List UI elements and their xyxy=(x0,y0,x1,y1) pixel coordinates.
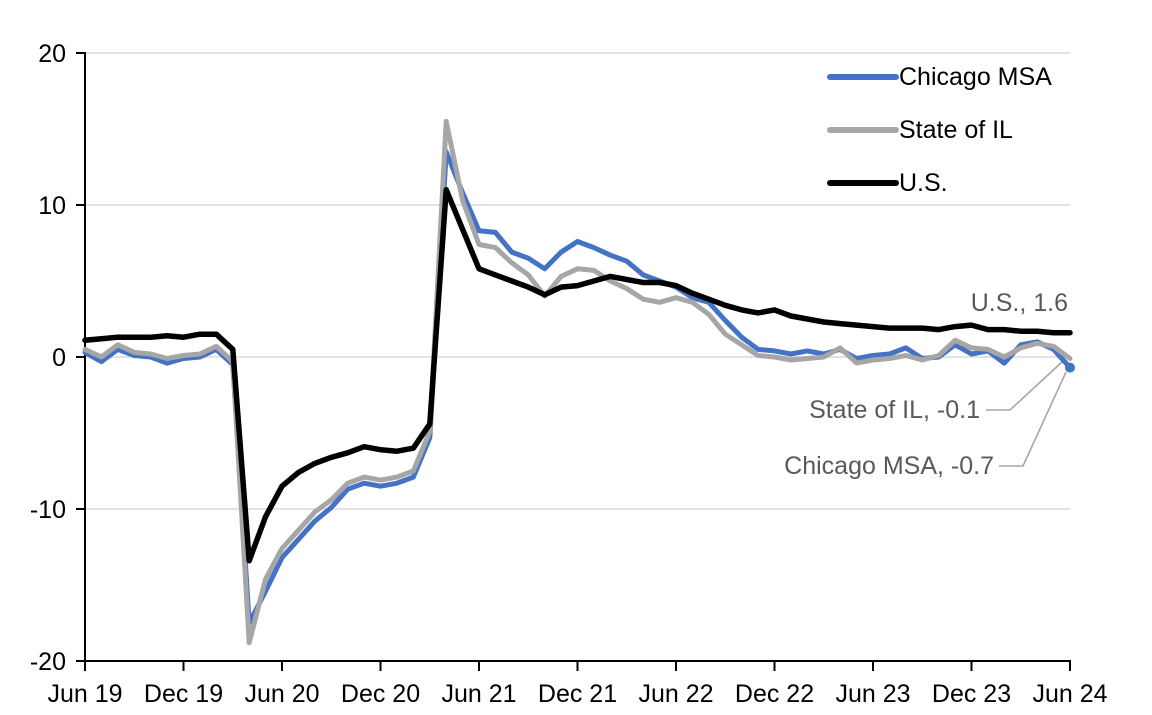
legend-label-chicago-msa: Chicago MSA xyxy=(899,63,1052,91)
data-label-state-of-il: State of IL, -0.1 xyxy=(809,396,980,424)
series-end-dot-chicago-msa xyxy=(1065,362,1075,373)
legend-label-state-of-il: State of IL xyxy=(899,116,1013,144)
x-axis-tick-label: Jun 22 xyxy=(638,680,713,708)
y-axis-tick-label: 20 xyxy=(38,40,66,68)
x-axis-tick-label: Jun 19 xyxy=(47,680,122,708)
y-axis-tick-label: -20 xyxy=(30,648,66,676)
x-axis-tick-label: Jun 20 xyxy=(244,680,319,708)
x-axis-tick-label: Dec 23 xyxy=(932,680,1011,708)
legend-item-chicago-msa: Chicago MSA xyxy=(827,62,1052,92)
leader-line-chicago-msa xyxy=(999,371,1067,467)
data-label-us: U.S., 1.6 xyxy=(970,289,1068,317)
legend-swatch-us-icon xyxy=(827,180,899,186)
y-axis-tick-label: -10 xyxy=(30,496,66,524)
x-axis-tick-label: Dec 22 xyxy=(735,680,814,708)
y-axis-tick-label: 0 xyxy=(52,344,66,372)
leader-line-state-of-il xyxy=(986,361,1063,411)
x-axis-tick-label: Jun 23 xyxy=(835,680,910,708)
x-axis-tick-label: Dec 19 xyxy=(144,680,223,708)
series-line-state-of-il xyxy=(82,118,1073,646)
y-axis-tick-label: 10 xyxy=(38,192,66,220)
data-label-chicago-msa: Chicago MSA, -0.7 xyxy=(784,452,994,480)
legend-swatch-chicago-msa-icon xyxy=(827,74,899,80)
x-axis-tick-label: Jun 21 xyxy=(441,680,516,708)
x-axis-tick-label: Dec 20 xyxy=(341,680,420,708)
x-axis-tick-label: Dec 21 xyxy=(538,680,617,708)
legend-item-state-of-il: State of IL xyxy=(827,115,1052,145)
legend: Chicago MSA State of IL U.S. xyxy=(827,62,1052,221)
series-line-u-s xyxy=(82,187,1073,564)
legend-label-us: U.S. xyxy=(899,169,948,197)
x-axis-tick-label: Jun 24 xyxy=(1032,680,1107,708)
legend-item-us: U.S. xyxy=(827,168,1052,198)
legend-swatch-state-of-il-icon xyxy=(827,127,899,133)
